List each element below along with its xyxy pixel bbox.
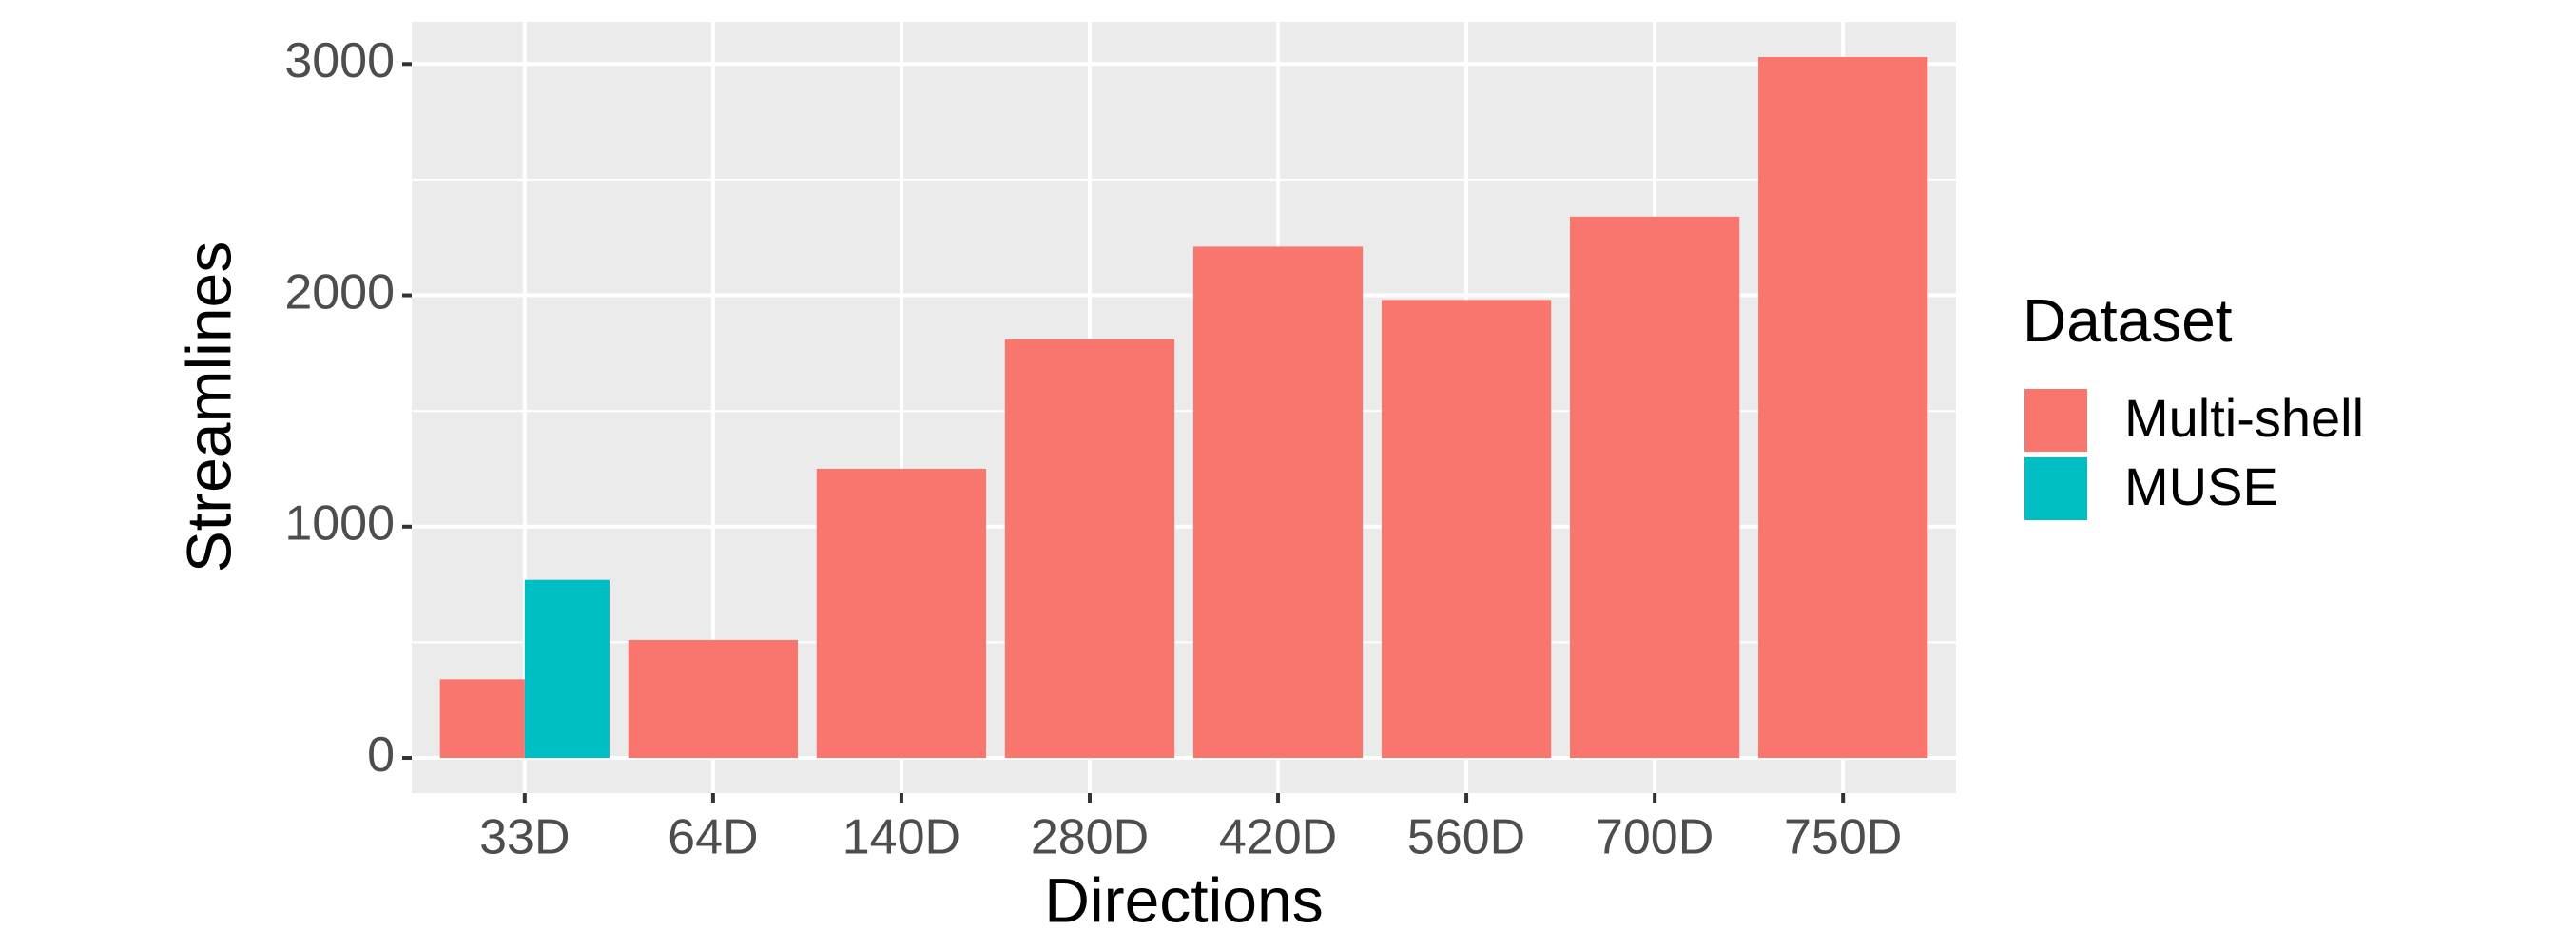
bar — [628, 639, 798, 759]
x-tick-label: 280D — [1031, 810, 1149, 865]
bar — [524, 579, 610, 759]
y-tick-label: 0 — [367, 727, 395, 783]
x-tick-label: 64D — [668, 810, 758, 865]
legend-label: MUSE — [2124, 456, 2278, 516]
x-tick-label: 33D — [479, 810, 570, 865]
legend-key — [2024, 389, 2087, 452]
bar — [1570, 216, 1740, 759]
y-tick-label: 3000 — [284, 33, 395, 88]
x-axis-title: Directions — [1044, 864, 1323, 935]
legend-key — [2024, 457, 2087, 520]
bar — [1758, 56, 1928, 759]
legend-label: Multi-shell — [2124, 388, 2364, 448]
x-tick-label: 140D — [843, 810, 960, 865]
bar — [1192, 246, 1364, 759]
x-tick-label: 700D — [1596, 810, 1714, 865]
y-tick-label: 2000 — [284, 264, 395, 320]
x-tick-label: 560D — [1407, 810, 1525, 865]
x-tick-label: 420D — [1219, 810, 1337, 865]
x-tick-label: 750D — [1784, 810, 1902, 865]
bar — [1004, 339, 1175, 759]
bar — [439, 679, 525, 759]
y-axis-title: Streamlines — [173, 242, 243, 572]
legend-title: Dataset — [2023, 286, 2233, 355]
bar — [816, 468, 987, 759]
y-tick-label: 1000 — [284, 496, 395, 552]
bar — [1381, 300, 1552, 759]
